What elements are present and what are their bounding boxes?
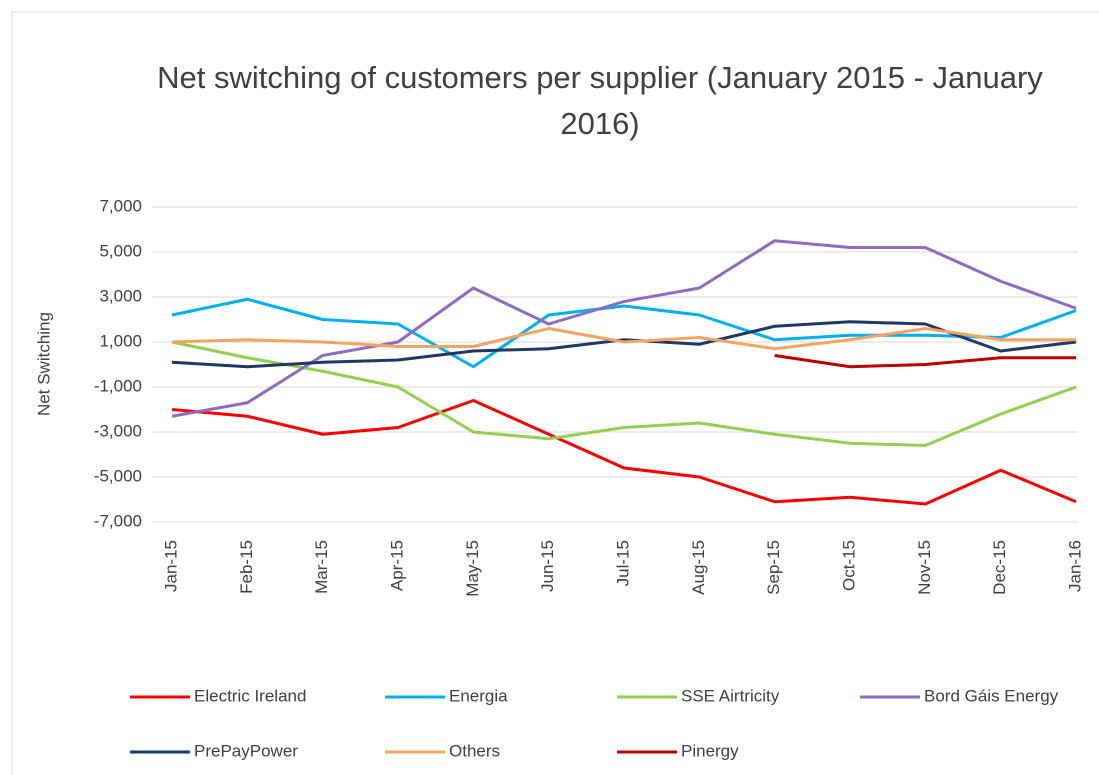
x-tick-label: Apr-15 bbox=[387, 540, 406, 591]
series-line bbox=[171, 327, 1076, 351]
x-tick-label: Oct-15 bbox=[839, 540, 858, 591]
x-tick-label: Jun-15 bbox=[538, 540, 557, 592]
y-tick-label: -1,000 bbox=[94, 376, 142, 395]
legend-label: Electric Ireland bbox=[194, 686, 306, 705]
x-tick-label: Feb-15 bbox=[237, 540, 256, 594]
y-tick-label: 1,000 bbox=[99, 331, 142, 350]
y-tick-label: 3,000 bbox=[99, 286, 142, 305]
series-line bbox=[171, 297, 1077, 369]
series-line bbox=[171, 340, 1077, 447]
chart-border bbox=[11, 11, 1099, 775]
y-tick-label: 5,000 bbox=[99, 241, 142, 260]
x-tick-label: Jan-16 bbox=[1065, 540, 1084, 592]
x-tick-label: May-15 bbox=[463, 540, 482, 597]
legend-label: Bord Gáis Energy bbox=[924, 686, 1059, 705]
series-line bbox=[171, 239, 1077, 418]
legend-label: PrePayPower bbox=[194, 741, 298, 760]
y-axis-title: Net Switching bbox=[34, 312, 53, 416]
x-tick-label: Dec-15 bbox=[990, 540, 1009, 595]
x-tick-label: Sep-15 bbox=[764, 540, 783, 595]
y-tick-label: -5,000 bbox=[94, 466, 142, 485]
y-tick-label: -3,000 bbox=[94, 421, 142, 440]
series-line bbox=[171, 320, 1077, 369]
series-line bbox=[171, 399, 1077, 506]
legend-label: Pinergy bbox=[681, 741, 739, 760]
chart-title: Net switching of customers per supplier … bbox=[157, 60, 1043, 141]
legend-label: SSE Airtricity bbox=[681, 686, 780, 705]
x-tick-label: Nov-15 bbox=[915, 540, 934, 595]
y-tick-label: -7,000 bbox=[94, 511, 142, 530]
x-tick-label: Mar-15 bbox=[312, 540, 331, 594]
x-tick-label: Aug-15 bbox=[689, 540, 708, 595]
x-tick-label: Jul-15 bbox=[613, 540, 632, 586]
series-line bbox=[774, 354, 1076, 369]
legend-label: Energia bbox=[449, 686, 508, 705]
legend-label: Others bbox=[449, 741, 500, 760]
y-tick-label: 7,000 bbox=[99, 196, 142, 215]
x-tick-label: Jan-15 bbox=[161, 540, 180, 592]
